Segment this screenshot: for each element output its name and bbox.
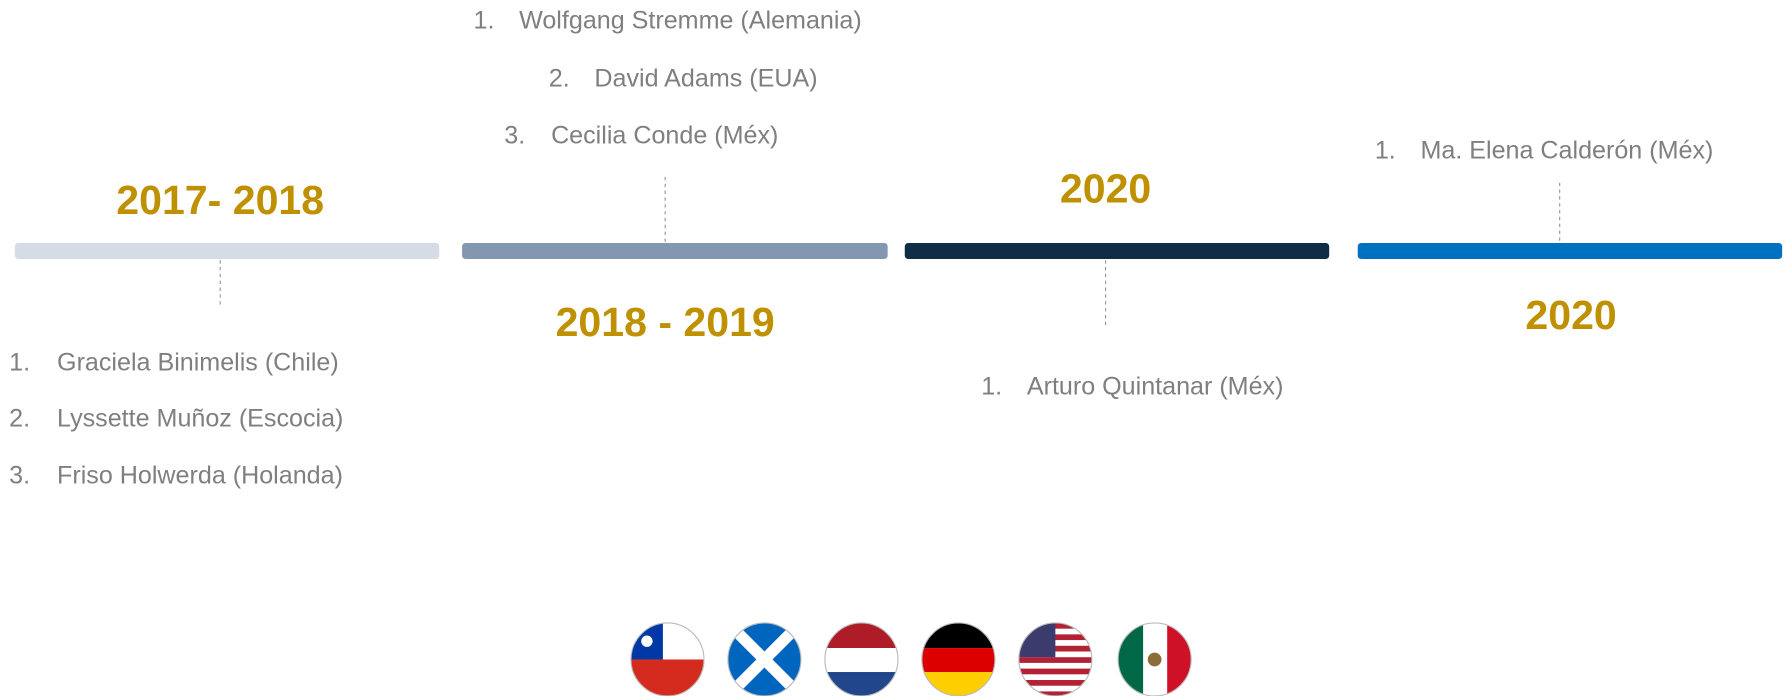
flag-usa	[1018, 622, 1092, 696]
item-number: 2.	[9, 405, 30, 433]
item-number: 3.	[504, 122, 525, 150]
item-name: Graciela Binimelis (Chile)	[57, 349, 339, 377]
item-name: Cecilia Conde (Méx)	[551, 122, 778, 150]
item-number: 3.	[9, 462, 30, 490]
item-name: Ma. Elena Calderón (Méx)	[1420, 136, 1713, 164]
item-name: Arturo Quintanar (Méx)	[1027, 373, 1284, 401]
item-name: Wolfgang Stremme (Alemania)	[519, 6, 862, 34]
item-number: 1.	[9, 349, 30, 377]
item-number: 1.	[981, 373, 1002, 401]
item-number: 1.	[1375, 136, 1396, 164]
timeline-bar	[904, 243, 1330, 260]
item-name: David Adams (EUA)	[594, 65, 817, 93]
period-label: 2017- 2018	[116, 177, 324, 223]
flag-netherlands	[824, 622, 898, 696]
period-label: 2018 - 2019	[556, 299, 775, 345]
item-number: 1.	[473, 6, 494, 34]
timeline-bar	[14, 243, 440, 260]
period-label: 2020	[1525, 292, 1616, 338]
period-label: 2020	[1060, 166, 1151, 212]
timeline-bar	[1357, 243, 1783, 260]
flag-scotland	[727, 622, 801, 696]
timeline-bar	[462, 243, 888, 260]
item-name: Friso Holwerda (Holanda)	[57, 462, 343, 490]
item-name: Lyssette Muñoz (Escocia)	[57, 405, 343, 433]
item-number: 2.	[549, 65, 570, 93]
